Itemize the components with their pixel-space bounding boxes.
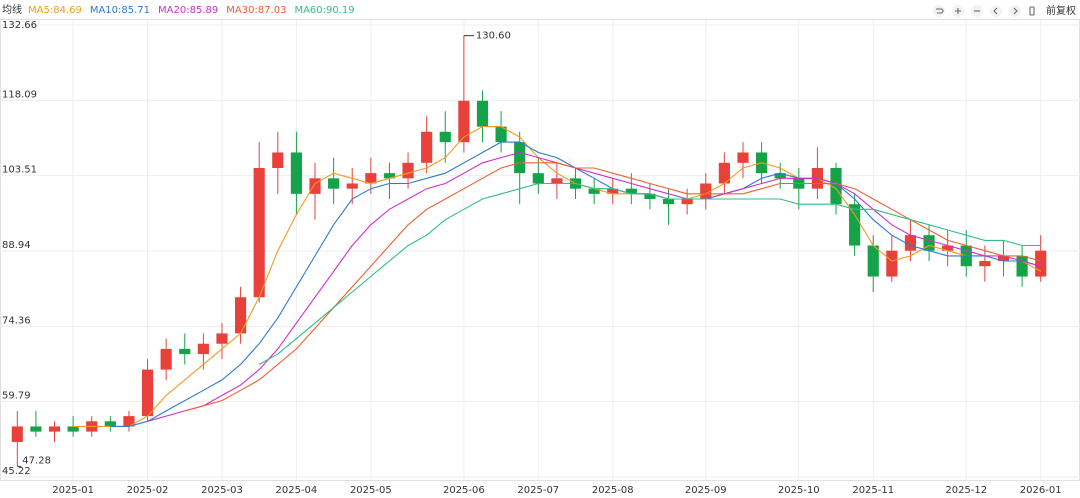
- x-tick-label: 2025-04: [276, 485, 318, 496]
- candle-body: [886, 250, 898, 277]
- zoom-in-icon: [955, 8, 961, 14]
- candle-body: [625, 188, 637, 194]
- plot-frame: [0, 19, 1080, 481]
- y-tick-label: 103.51: [2, 165, 37, 176]
- candle-body: [383, 173, 396, 179]
- candle-body: [141, 369, 154, 417]
- candle-body: [235, 297, 247, 334]
- candle-body: [718, 162, 730, 184]
- x-tick-label: 2026-01: [1020, 485, 1062, 496]
- prev-button[interactable]: [990, 5, 1002, 17]
- toolbar: [933, 5, 1035, 17]
- candle-body: [681, 198, 693, 205]
- x-tick-label: 2025-03: [201, 485, 243, 496]
- y-tick-label: 88.94: [2, 240, 31, 251]
- max-marker-label: 130.60: [476, 31, 511, 42]
- candle-body: [662, 198, 675, 205]
- legend-title: 均线: [2, 3, 22, 16]
- candle-body: [923, 235, 935, 251]
- x-tick-label: 2025-07: [517, 485, 559, 496]
- y-tick-label: 59.79: [2, 391, 31, 402]
- candle-body: [160, 348, 172, 370]
- y-tick-label: 132.66: [2, 20, 37, 31]
- x-tick-label: 2025-09: [685, 485, 727, 496]
- candle-body: [904, 235, 917, 251]
- fullscreen-button[interactable]: [1029, 6, 1035, 16]
- adjust-button[interactable]: 前复权: [1046, 4, 1076, 17]
- candle-body: [1035, 250, 1047, 277]
- candle-body: [942, 245, 954, 251]
- ma-line: [73, 126, 1041, 427]
- candle-body: [644, 193, 656, 199]
- candle-body: [272, 152, 284, 168]
- y-tick-label: 118.09: [2, 89, 37, 100]
- legend-entry: MA10:85.71: [90, 5, 150, 16]
- candle-body: [309, 178, 321, 194]
- candle-body: [421, 131, 433, 163]
- x-tick-label: 2025-05: [350, 485, 392, 496]
- candle-body: [588, 188, 600, 194]
- candle-body: [197, 343, 209, 355]
- candle-body: [476, 100, 489, 127]
- min-marker-label: 47.28: [22, 455, 51, 466]
- candle-body: [458, 100, 470, 143]
- legend-entry: MA20:85.89: [158, 5, 218, 16]
- candle-body: [997, 255, 1010, 262]
- candle-body: [830, 167, 842, 205]
- candle-body: [123, 416, 135, 427]
- legend-entry: MA30:87.03: [226, 5, 286, 16]
- x-tick-label: 2025-11: [852, 485, 894, 496]
- candle-body: [607, 188, 619, 194]
- candle-body: [495, 126, 507, 143]
- candle-body: [402, 162, 414, 179]
- x-tick-label: 2025-06: [443, 485, 485, 496]
- x-tick-label: 2025-02: [127, 485, 169, 496]
- candle-body: [774, 173, 786, 179]
- x-tick-label: 2025-08: [592, 485, 634, 496]
- next-icon: [1013, 7, 1018, 15]
- candle-body: [1016, 255, 1028, 277]
- legend-entry: MA60:90.19: [294, 5, 354, 16]
- candle-body: [532, 173, 544, 184]
- candle-body: [179, 348, 191, 355]
- candle-body: [737, 152, 749, 163]
- x-tick-label: 2025-01: [52, 485, 94, 496]
- prev-icon: [993, 7, 998, 15]
- y-tick-label: 74.36: [2, 315, 31, 326]
- candle-body: [328, 178, 340, 189]
- candle-body: [365, 173, 377, 184]
- ma-line: [147, 151, 1041, 422]
- candle-body: [551, 178, 563, 184]
- y-tick-label: 45.22: [2, 466, 31, 477]
- candle-body: [346, 183, 358, 189]
- legend-entry: MA5:84.69: [28, 5, 82, 16]
- candle-body: [48, 426, 61, 432]
- candle-body: [514, 142, 526, 174]
- candle-body: [216, 333, 228, 344]
- reset-button[interactable]: [933, 5, 945, 17]
- watermark: ◇ ◇ ◇: [545, 155, 575, 166]
- candle-body: [867, 245, 879, 277]
- candle-body: [849, 204, 861, 246]
- candle-body: [104, 421, 116, 427]
- candle-body: [253, 167, 265, 298]
- candle-body: [67, 426, 79, 432]
- ma-line: [184, 162, 1041, 412]
- x-tick-label: 2025-10: [778, 485, 820, 496]
- candle-body: [700, 183, 712, 199]
- candle-body: [439, 131, 451, 143]
- next-button[interactable]: [1009, 5, 1021, 17]
- ma-line: [258, 182, 1041, 365]
- candle-body: [30, 426, 42, 432]
- candle-body: [979, 261, 991, 267]
- candle-body: [11, 426, 23, 442]
- reset-icon: [936, 8, 944, 14]
- x-tick-label: 2025-12: [945, 485, 987, 496]
- candle-body: [290, 152, 302, 194]
